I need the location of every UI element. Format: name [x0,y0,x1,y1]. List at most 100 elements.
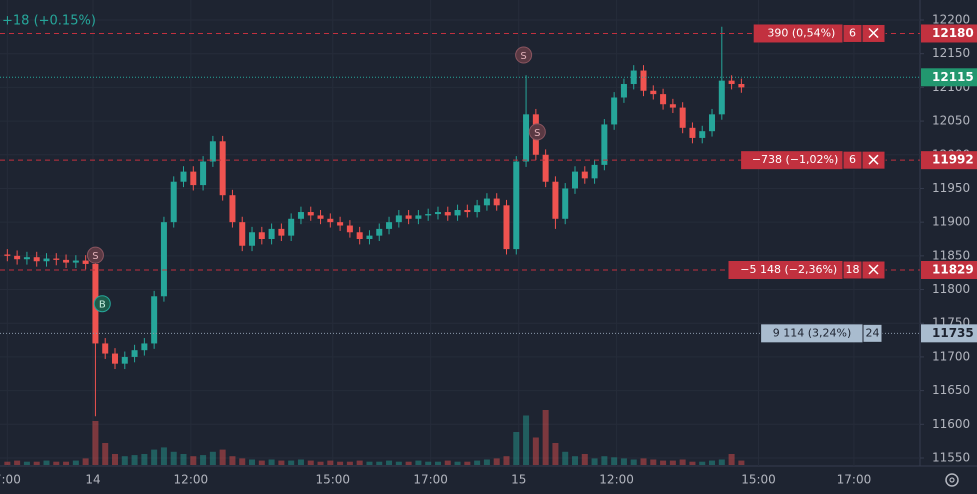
volume-bar [718,459,725,465]
volume-bar [102,443,109,465]
volume-bar [581,454,588,465]
order-qty: 6 [849,26,856,39]
candle-body [288,218,295,236]
candle-body [82,260,89,264]
x-tick-label: 12:00 [174,473,209,487]
candle-body [728,80,735,85]
order-pnl: 9 114 (3,24%) [773,326,852,339]
x-tick-label: 17:00 [413,473,448,487]
close-order-button[interactable] [861,150,886,170]
candle-body [454,210,461,216]
candle-body [738,84,745,88]
volume-bar [679,459,686,465]
volume-bar [503,456,510,465]
volume-bar [386,460,393,465]
y-tick-label: 11550 [932,451,970,465]
volume-bar [209,451,216,465]
order-pnl: −738 (−1,02%) [752,153,838,166]
order-pnl: −5 148 (−2,36%) [740,263,837,276]
volume-bar [552,443,559,465]
volume-bar [532,437,539,465]
close-icon[interactable] [868,264,879,275]
close-order-button[interactable] [861,260,886,280]
candle-body [493,198,500,206]
order-pnl-box [753,24,843,43]
volume-bar [572,456,578,465]
candle-body [415,215,422,219]
candle-body [249,232,256,246]
candle-body [689,127,696,138]
trade-marker-label: S [520,51,526,62]
volume-bar [434,461,441,465]
candle-body [669,104,676,108]
candle-body [601,124,608,165]
candle-body [523,114,530,162]
volume-bar [356,460,363,465]
order-qty: 6 [849,153,856,166]
volume-bar [297,459,304,465]
candle-body [552,181,559,219]
candle-body [151,296,158,344]
volume-bar [151,449,158,465]
candle-body [542,154,549,182]
close-order-button[interactable] [861,23,886,43]
close-icon[interactable] [868,154,879,165]
candle-body [591,164,598,179]
volume-bar [317,461,324,465]
candle-body [229,195,236,223]
candle-body [4,254,11,256]
candle-body [386,222,393,229]
y-tick-label: 11600 [932,417,970,431]
volume-bar [180,454,187,465]
change-label: +18 (+0.15%) [2,14,96,29]
candle-body [611,97,618,125]
trade-marker [528,123,546,141]
candle-body [141,343,148,351]
volume-bar [611,457,618,465]
candle-body [474,205,481,213]
candle-body [33,257,40,262]
candle-body [14,255,21,260]
volume-bar [738,460,745,465]
gear[interactable] [945,473,959,487]
close-icon[interactable] [868,27,879,39]
y-tick-label: 11950 [932,181,970,195]
volume [4,410,745,465]
settings-button[interactable] [945,473,959,487]
order-price: 12180 [932,26,974,40]
candle-body [434,212,441,215]
volume-bar [660,460,667,465]
volume-bar [278,460,285,465]
candle-body [650,90,657,95]
x-tick-label: 15:00 [741,473,776,487]
y-tick-label: 12050 [932,114,970,128]
trade-marker-label: S [92,251,98,262]
volume-bar [395,461,402,465]
y-tick-label: 11650 [932,383,970,397]
volume-bar [669,460,676,465]
y-tick-label: 11700 [932,349,970,363]
candle-body [180,171,187,182]
candle-body [395,215,402,223]
volume-bar [337,461,344,465]
y-tick-label: 11850 [932,248,970,262]
candle-body [112,353,118,364]
y-tick-label: 12200 [932,13,970,27]
candle-body [444,212,451,216]
volume-bar [258,460,265,465]
candle-body [102,343,109,354]
volume-bar [92,421,99,465]
volume-bar [513,432,520,465]
volume-bar [376,461,383,465]
y-tick-label: 11900 [932,215,970,229]
candle-body [297,212,304,219]
candle-body [209,141,216,162]
volume-bar [4,461,11,465]
volume-bar [464,461,471,465]
trade-markers: S S S B [86,46,546,313]
x-tick-label: 15 [511,473,526,487]
volume-bar [327,460,334,465]
volume-bar [640,458,647,465]
candle-body [640,70,647,91]
volume-bar [444,460,451,465]
